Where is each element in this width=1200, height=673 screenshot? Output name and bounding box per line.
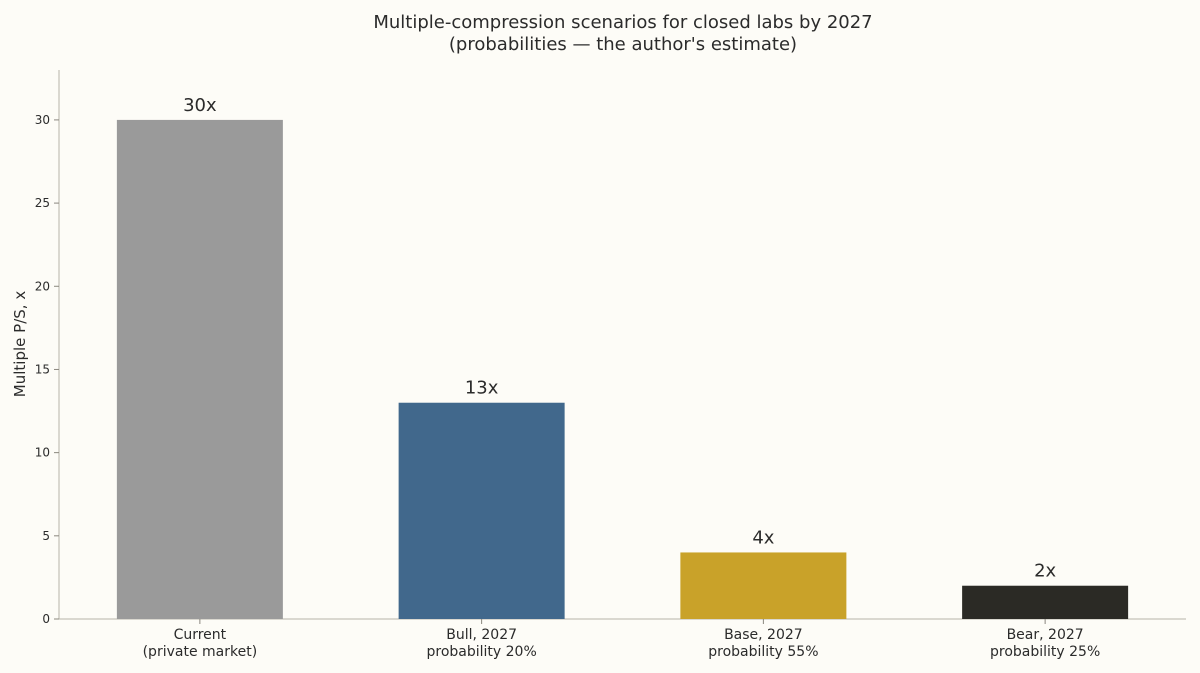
- y-tick-label: 15: [35, 362, 50, 376]
- bar: [962, 585, 1129, 619]
- data-label: 30x: [183, 95, 217, 116]
- y-axis-label: Multiple P/S, x: [11, 291, 29, 398]
- y-tick-label: 30: [35, 113, 50, 127]
- data-label: 2x: [1034, 561, 1056, 582]
- x-tick-label: probability 20%: [426, 644, 536, 660]
- x-tick-label: Current: [174, 627, 227, 643]
- x-tick-label: Bear, 2027: [1007, 627, 1084, 643]
- x-tick-label: Bull, 2027: [446, 627, 517, 643]
- y-tick-label: 25: [35, 196, 50, 210]
- chart-title-line: Multiple-compression scenarios for close…: [373, 12, 872, 33]
- data-label: 4x: [752, 527, 774, 548]
- x-axis-ticks: Current(private market)Bull, 2027probabi…: [143, 619, 1100, 660]
- y-tick-label: 5: [42, 529, 50, 543]
- x-tick-label: Base, 2027: [724, 627, 803, 643]
- chart-title-line: (probabilities — the author's estimate): [449, 34, 797, 55]
- data-labels: 30x 13x 4x 2x: [183, 95, 1056, 582]
- y-tick-label: 0: [42, 612, 50, 626]
- bar: [116, 119, 283, 619]
- bars: [116, 119, 1129, 619]
- y-axis-ticks: 0 5 10 15 20 25 30: [35, 113, 59, 626]
- bar: [680, 552, 847, 619]
- x-tick-label: probability 55%: [708, 644, 818, 660]
- x-tick-label: probability 25%: [990, 644, 1100, 660]
- x-tick-label: (private market): [143, 644, 258, 660]
- bar: [398, 402, 565, 619]
- chart-title: Multiple-compression scenarios for close…: [373, 12, 872, 55]
- data-label: 13x: [465, 378, 499, 399]
- y-tick-label: 10: [35, 446, 50, 460]
- y-tick-label: 20: [35, 279, 50, 293]
